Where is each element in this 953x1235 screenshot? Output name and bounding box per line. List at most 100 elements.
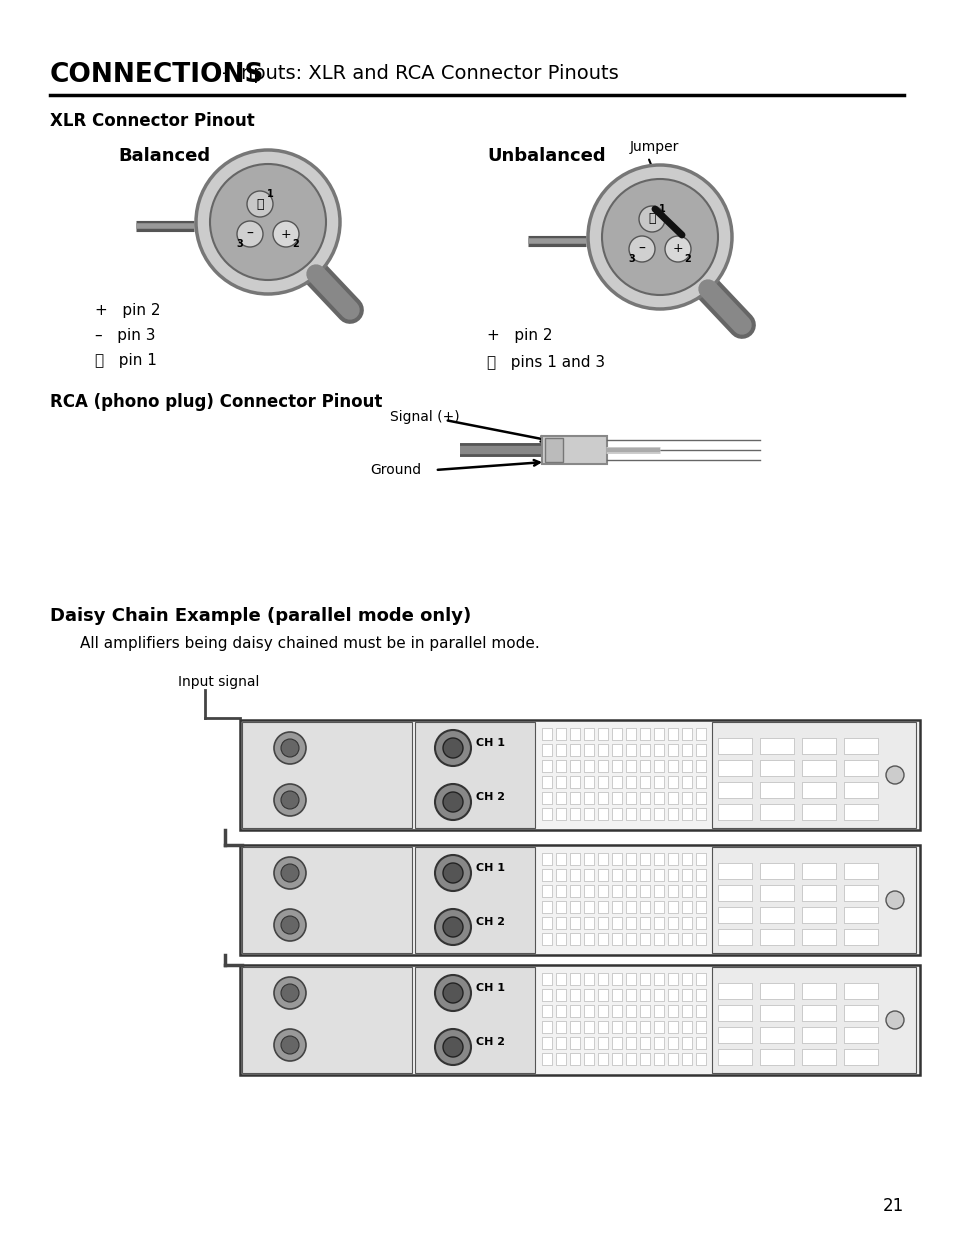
Bar	[242, 847, 412, 953]
Bar	[696, 932, 705, 945]
Bar	[415, 967, 535, 1073]
Bar	[541, 1005, 552, 1016]
Bar	[760, 1028, 793, 1044]
Bar	[240, 965, 919, 1074]
Text: 1: 1	[266, 189, 274, 199]
Bar	[569, 727, 579, 740]
Bar	[556, 1053, 565, 1065]
Bar	[612, 989, 621, 1002]
Text: Input signal: Input signal	[178, 676, 259, 689]
Bar	[696, 1037, 705, 1049]
Bar	[583, 932, 594, 945]
Bar	[667, 885, 678, 897]
Bar	[569, 869, 579, 881]
Text: ⏚: ⏚	[256, 198, 263, 210]
Text: Balanced: Balanced	[118, 147, 210, 165]
Bar	[760, 782, 793, 798]
Bar	[654, 1037, 663, 1049]
Bar	[569, 932, 579, 945]
Bar	[718, 863, 751, 879]
Circle shape	[210, 164, 326, 280]
Bar	[681, 902, 691, 913]
Bar	[612, 932, 621, 945]
Bar	[696, 1005, 705, 1016]
Text: –: –	[246, 227, 253, 241]
Bar	[654, 808, 663, 820]
Bar	[569, 1005, 579, 1016]
Bar	[801, 1049, 835, 1065]
Bar	[667, 1005, 678, 1016]
Bar	[667, 776, 678, 788]
Bar	[667, 973, 678, 986]
Text: CH 2: CH 2	[476, 918, 504, 927]
Circle shape	[274, 857, 306, 889]
Bar	[569, 1021, 579, 1032]
Circle shape	[274, 732, 306, 764]
Circle shape	[274, 909, 306, 941]
Bar	[598, 973, 607, 986]
Bar	[598, 1037, 607, 1049]
Bar	[718, 929, 751, 945]
Bar	[801, 906, 835, 923]
Bar	[681, 989, 691, 1002]
Bar	[681, 743, 691, 756]
Bar	[583, 776, 594, 788]
Bar	[569, 1053, 579, 1065]
Bar	[843, 739, 877, 755]
Bar	[569, 918, 579, 929]
Bar	[639, 932, 649, 945]
Bar	[625, 1037, 636, 1049]
Bar	[654, 902, 663, 913]
Text: ⏚   pins 1 and 3: ⏚ pins 1 and 3	[486, 354, 604, 370]
Circle shape	[442, 863, 462, 883]
Bar	[760, 885, 793, 902]
Circle shape	[442, 918, 462, 937]
Bar	[639, 1005, 649, 1016]
Bar	[681, 853, 691, 864]
Bar	[541, 743, 552, 756]
Bar	[639, 792, 649, 804]
Bar	[654, 932, 663, 945]
Bar	[667, 727, 678, 740]
Bar	[801, 863, 835, 879]
Text: 2: 2	[684, 254, 691, 264]
Bar	[696, 885, 705, 897]
Bar	[711, 967, 915, 1073]
Bar	[625, 1021, 636, 1032]
Bar	[760, 929, 793, 945]
Bar	[556, 853, 565, 864]
Circle shape	[281, 916, 298, 934]
Bar	[639, 885, 649, 897]
Bar	[843, 906, 877, 923]
Circle shape	[442, 1037, 462, 1057]
Text: +: +	[280, 227, 291, 241]
Bar	[654, 792, 663, 804]
Bar	[843, 885, 877, 902]
Bar	[598, 885, 607, 897]
Bar	[681, 1037, 691, 1049]
Bar	[667, 1053, 678, 1065]
Bar	[667, 869, 678, 881]
Bar	[541, 436, 606, 464]
Text: 2: 2	[293, 240, 299, 249]
Bar	[681, 885, 691, 897]
Bar	[639, 1021, 649, 1032]
Bar	[541, 918, 552, 929]
Bar	[801, 885, 835, 902]
Text: All amplifiers being daisy chained must be in parallel mode.: All amplifiers being daisy chained must …	[80, 636, 539, 651]
Circle shape	[273, 221, 298, 247]
Bar	[760, 804, 793, 820]
Bar	[681, 1021, 691, 1032]
Text: Signal (+): Signal (+)	[390, 410, 459, 424]
Circle shape	[274, 977, 306, 1009]
Bar	[612, 760, 621, 772]
Text: RCA (phono plug) Connector Pinout: RCA (phono plug) Connector Pinout	[50, 393, 382, 411]
Circle shape	[274, 1029, 306, 1061]
Bar	[583, 792, 594, 804]
Text: CH 2: CH 2	[476, 792, 504, 802]
Bar	[667, 760, 678, 772]
Bar	[801, 739, 835, 755]
Bar	[696, 902, 705, 913]
Text: Unbalanced: Unbalanced	[486, 147, 605, 165]
Bar	[843, 782, 877, 798]
